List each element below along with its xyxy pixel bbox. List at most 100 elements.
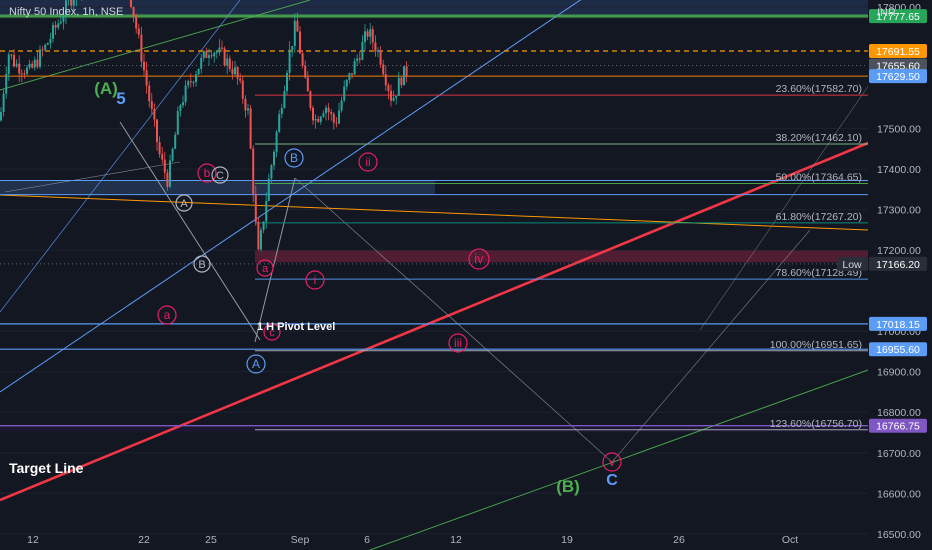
projection-up-2 xyxy=(699,39,901,331)
candle-body-78 xyxy=(202,51,205,58)
candle-body-82 xyxy=(213,52,216,57)
y-tick-label-7: 17200.00 xyxy=(877,245,921,257)
candle-body-72 xyxy=(187,81,190,86)
wave-circle-label-8: a xyxy=(262,263,269,275)
price-badge-label-6: 17166.20 xyxy=(876,259,920,271)
price-badge-8 xyxy=(869,342,927,357)
orange-trend-line xyxy=(0,194,869,231)
candle-body-127 xyxy=(330,112,333,115)
x-tick-label-3: Sep xyxy=(291,534,310,546)
candle-body-103 xyxy=(267,178,270,201)
wave-circle-6 xyxy=(305,270,325,290)
blue-channel-mid xyxy=(0,0,241,313)
candle-body-97 xyxy=(252,148,255,195)
candle-body-98 xyxy=(254,194,257,223)
candle-body-90 xyxy=(234,67,236,75)
wave-circle-label-12: B xyxy=(198,259,205,271)
candle-body-77 xyxy=(200,57,203,69)
annotations: 1 H Pivot Level Target Line xyxy=(9,321,335,476)
candle-body-135 xyxy=(351,73,353,75)
wave-circle-label-7: b xyxy=(204,166,211,180)
wave-circle-11 xyxy=(175,194,193,212)
candle-body-131 xyxy=(340,100,343,111)
candle-body-22 xyxy=(57,23,60,28)
candle-body-86 xyxy=(223,48,226,66)
wave-circle-4 xyxy=(468,248,490,270)
wave-circle-0 xyxy=(284,148,304,168)
candle-body-4 xyxy=(10,54,13,56)
candle-body-50 xyxy=(130,0,132,7)
candle-body-23 xyxy=(59,21,62,24)
candle-body-108 xyxy=(280,108,283,115)
candle-body-5 xyxy=(13,54,15,67)
candle-body-107 xyxy=(278,114,281,132)
pivot-level-label: 1 H Pivot Level xyxy=(257,321,335,333)
price-badge-6 xyxy=(869,256,927,271)
candle-body-99 xyxy=(257,222,260,250)
candle-body-70 xyxy=(182,102,184,106)
candle-body-13 xyxy=(33,59,36,68)
price-badge-2 xyxy=(869,9,927,24)
price-badge-label-5: 17629.50 xyxy=(876,71,920,83)
wave-circle-label-4: iv xyxy=(474,251,484,266)
x-tick-label-0: 12 xyxy=(27,534,39,546)
elliott-leg-a xyxy=(119,121,261,341)
wave-label-3: C xyxy=(606,472,618,489)
candle-body-2 xyxy=(5,73,8,94)
candle-body-6 xyxy=(15,63,18,67)
price-badge-9 xyxy=(869,418,927,433)
candle-body-21 xyxy=(54,25,57,28)
price-badge-7 xyxy=(869,316,927,331)
candle-body-71 xyxy=(184,85,187,103)
candle-body-16 xyxy=(41,49,44,51)
price-badge-3 xyxy=(869,43,927,58)
candle-body-142 xyxy=(369,29,372,37)
candle-body-24 xyxy=(62,16,65,22)
fib-label-1: 38.20%(17462.10) xyxy=(776,132,862,144)
wave-circle-label-9: a xyxy=(164,308,171,322)
candle-body-73 xyxy=(189,81,192,83)
candle-body-27 xyxy=(70,0,73,6)
y-tick-label-6: 17300.00 xyxy=(877,205,921,217)
price-badge-4 xyxy=(869,58,927,73)
candle-body-53 xyxy=(137,28,140,35)
candle-body-129 xyxy=(335,122,338,124)
x-tick-label-7: 26 xyxy=(673,534,685,546)
projection-up xyxy=(611,229,811,463)
price-badge-label-2: 17777.65 xyxy=(876,11,920,23)
candle-body-58 xyxy=(150,101,153,110)
time-axis: 12 22 25 Sep 6 12 19 26 Oct xyxy=(27,534,798,546)
horizontal-levels xyxy=(0,15,868,431)
price-badge-label-7: 17018.15 xyxy=(876,319,920,331)
candle-body-104 xyxy=(270,165,273,179)
green-channel-lower xyxy=(369,369,869,550)
y-tick-label-12: 16600.00 xyxy=(877,488,921,500)
candle-body-15 xyxy=(39,49,41,67)
candle-body-147 xyxy=(382,64,385,75)
candle-body-89 xyxy=(231,69,234,75)
candle-body-84 xyxy=(218,47,221,53)
fib-label-3: 61.80%(17267.20) xyxy=(776,211,862,223)
candle-body-134 xyxy=(348,73,351,81)
green-channel-upper xyxy=(0,0,311,91)
candle-body-112 xyxy=(291,45,294,50)
x-tick-label-6: 19 xyxy=(561,534,573,546)
candle-body-140 xyxy=(364,31,366,43)
x-tick-label-2: 25 xyxy=(205,534,217,546)
candle-body-152 xyxy=(395,95,398,99)
y-tick-label-10: 16800.00 xyxy=(877,407,921,419)
candle-body-96 xyxy=(249,108,252,149)
wave-circle-label-2: ii xyxy=(365,155,370,169)
candle-body-106 xyxy=(275,131,278,152)
y-tick-label-9: 16900.00 xyxy=(877,367,921,379)
candle-body-113 xyxy=(293,20,296,46)
price-badge-label-9: 16766.75 xyxy=(876,421,920,433)
candle-body-25 xyxy=(65,0,67,17)
wave-label-2: (B) xyxy=(556,477,580,496)
candle-body-150 xyxy=(390,90,392,101)
y-tick-label-11: 16700.00 xyxy=(877,448,921,460)
wave-circle-9 xyxy=(157,305,177,325)
candle-body-80 xyxy=(208,55,210,58)
